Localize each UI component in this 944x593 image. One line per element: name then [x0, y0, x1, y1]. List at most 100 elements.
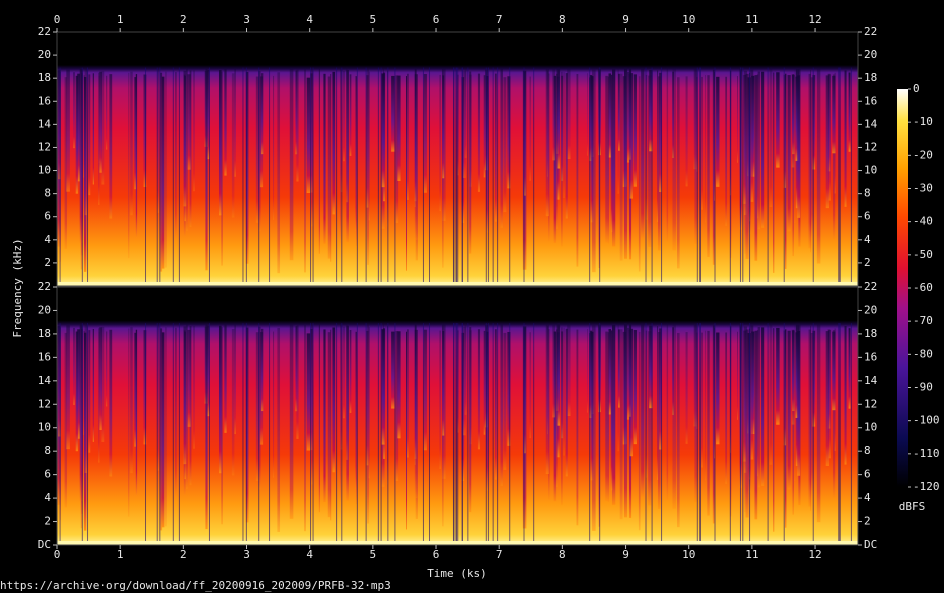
spectrogram-texture	[330, 329, 332, 521]
spectrogram-texture	[590, 76, 594, 223]
spectrogram-texture	[242, 67, 244, 286]
spectrogram-texture	[461, 67, 463, 286]
spectrogram-texture	[66, 325, 70, 450]
spectrogram-texture	[783, 330, 787, 446]
spectrogram-texture	[260, 328, 264, 412]
spectrogram-texture	[207, 325, 210, 417]
spectrogram-texture	[461, 332, 465, 481]
spectrogram-texture	[99, 327, 102, 430]
spectrogram-texture	[812, 67, 814, 286]
y-tick-label: 4	[44, 233, 51, 246]
spectrogram-texture	[623, 67, 627, 259]
y-tick-label: 8	[864, 444, 871, 457]
spectrogram-texture	[368, 71, 370, 221]
spectrogram-texture	[645, 67, 647, 286]
spectrogram-texture	[661, 323, 663, 545]
spectrogram-texture	[739, 323, 741, 545]
spectrogram-texture	[161, 332, 165, 528]
spectrogram-texture	[707, 75, 710, 258]
spectrogram-texture	[618, 329, 620, 408]
y-tick-label: 12	[864, 140, 877, 153]
y-tick-label: 16	[38, 94, 51, 107]
spectrogram-texture	[749, 67, 751, 286]
spectrogram-texture	[327, 332, 331, 518]
x-tick-label: 10	[682, 548, 695, 561]
spectrogram-texture	[311, 323, 313, 485]
spectrogram-texture	[565, 328, 568, 477]
spectrogram-texture	[310, 323, 312, 545]
spectrogram-texture	[394, 67, 396, 286]
spectrogram-texture	[736, 331, 738, 420]
spectrogram-texture	[461, 77, 465, 223]
spectrogram-texture	[848, 328, 851, 409]
spectrogram-texture	[234, 324, 236, 435]
y-tick-label: 8	[44, 444, 51, 457]
spectrogram-texture	[395, 331, 399, 481]
spectrogram-texture	[64, 332, 68, 508]
spectrogram-texture	[607, 332, 610, 502]
spectrogram-texture	[221, 327, 223, 525]
spectrogram-texture	[497, 67, 499, 286]
spectrogram-texture	[769, 323, 773, 465]
spectrogram-texture	[77, 329, 81, 439]
spectrogram-texture	[611, 69, 616, 247]
y-tick-label: 18	[864, 71, 877, 84]
spectrogram-texture	[850, 67, 852, 286]
spectrogram-texture	[641, 323, 645, 497]
spectrogram-texture	[507, 76, 511, 189]
spectrogram-texture	[749, 323, 751, 545]
spectrogram-texture	[599, 323, 601, 545]
spectrogram-texture	[610, 330, 613, 491]
spectrogram-texture	[99, 71, 102, 173]
spectrogram-texture	[839, 323, 841, 545]
spectrogram-texture	[523, 323, 525, 545]
x-tick-label: 8	[559, 13, 566, 26]
spectrogram-texture	[750, 69, 754, 202]
spectrogram-texture	[795, 332, 799, 418]
spectrogram-texture	[705, 75, 706, 223]
spectrogram-texture	[769, 67, 773, 208]
spectrogram-texture	[391, 75, 395, 152]
spectrogram-texture	[756, 74, 759, 219]
y-tick-label: 10	[864, 164, 877, 177]
plot-frame	[56, 286, 859, 546]
spectrogram-texture	[134, 332, 137, 447]
spectrogram-texture	[699, 67, 701, 286]
spectrogram-texture	[135, 74, 138, 238]
spectrogram-texture	[561, 327, 563, 505]
spectrogram-texture	[269, 67, 271, 286]
spectrogram-texture	[707, 330, 710, 516]
spectrogram-texture	[145, 67, 147, 286]
spectrogram-texture	[761, 327, 765, 486]
colorbar-label: dBFS	[899, 500, 926, 513]
spectrogram-texture	[611, 324, 616, 505]
spectrogram-texture	[455, 67, 457, 286]
spectrogram-texture	[277, 72, 281, 274]
colorbar-tick-label: 0	[913, 82, 920, 95]
spectrogram-texture	[277, 327, 281, 532]
spectrogram-texture	[810, 325, 811, 511]
y-tick-label: 4	[44, 491, 51, 504]
y-tick-label: 6	[864, 468, 871, 481]
spectrogram-texture	[638, 331, 641, 531]
spectrogram-texture	[245, 323, 247, 545]
x-tick-label: 11	[745, 548, 758, 561]
spectrogram-texture	[160, 328, 163, 531]
spectrogram-texture	[563, 72, 565, 198]
spectrogram-texture	[330, 74, 332, 262]
spectrogram-texture	[783, 323, 785, 545]
colorbar-tick-label: -100	[913, 414, 940, 427]
y-tick-label: 14	[38, 117, 52, 130]
spectrogram-texture	[794, 324, 796, 481]
x-tick-label: 4	[306, 548, 313, 561]
spectrogram-texture	[453, 67, 455, 286]
spectrogram-texture	[64, 77, 68, 249]
dc-band	[57, 282, 858, 286]
spectrogram-texture	[429, 323, 431, 545]
spectrogram-texture	[567, 323, 571, 416]
spectrogram-texture	[783, 74, 787, 188]
spectrogram-texture	[754, 330, 758, 520]
spectrogram-texture	[336, 67, 338, 286]
spectrogram-texture	[75, 331, 79, 452]
